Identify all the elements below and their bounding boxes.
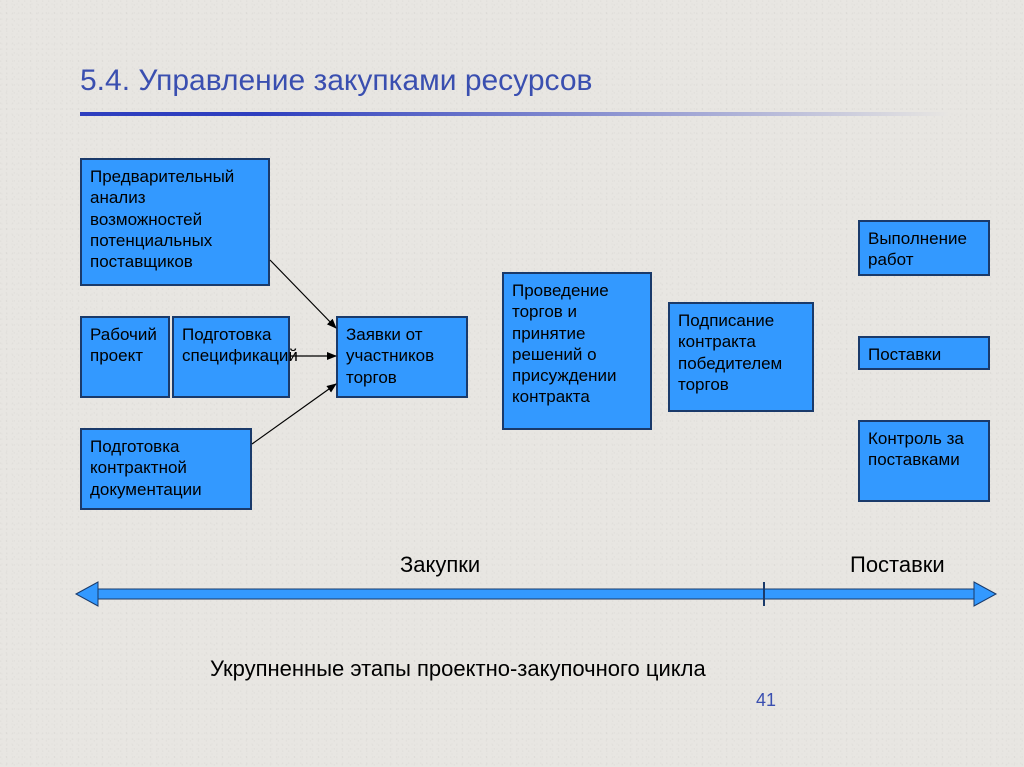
flow-node-deliveries: Поставки	[858, 336, 990, 370]
node-label: Контроль за поставками	[868, 429, 964, 469]
flow-node-signing: Подписание контракта победителем торгов	[668, 302, 814, 412]
timeline-label-purchases: Закупки	[400, 552, 480, 578]
node-label: Рабочий проект	[90, 325, 157, 365]
node-label: Подписание контракта победителем торгов	[678, 311, 782, 394]
flow-node-contract-docs: Подготовка контрактной документации	[80, 428, 252, 510]
flow-node-tender: Проведение торгов и принятие решений о п…	[502, 272, 652, 430]
page-number: 41	[756, 690, 776, 711]
node-label: Выполнение работ	[868, 229, 967, 269]
flow-node-work: Выполнение работ	[858, 220, 990, 276]
timeline-label-deliveries: Поставки	[850, 552, 945, 578]
flow-node-specs: Подготовка спецификаций	[172, 316, 290, 398]
node-label: Проведение торгов и принятие решений о п…	[512, 281, 616, 406]
slide-title: 5.4. Управление закупками ресурсов	[80, 64, 593, 98]
flow-node-project: Рабочий проект	[80, 316, 170, 398]
node-label: Поставки	[868, 345, 941, 364]
flow-node-bids: Заявки от участников торгов	[336, 316, 468, 398]
title-underline	[80, 112, 950, 116]
flow-node-analysis: Предварительный анализ возможностей поте…	[80, 158, 270, 286]
diagram-caption: Укрупненные этапы проектно-закупочного ц…	[210, 656, 706, 682]
flow-node-control: Контроль за поставками	[858, 420, 990, 502]
node-label: Предварительный анализ возможностей поте…	[90, 167, 234, 271]
node-label: Подготовка спецификаций	[182, 325, 298, 365]
node-label: Заявки от участников торгов	[346, 325, 434, 387]
slide: 5.4. Управление закупками ресурсов Предв…	[0, 0, 1024, 767]
node-label: Подготовка контрактной документации	[90, 437, 202, 499]
